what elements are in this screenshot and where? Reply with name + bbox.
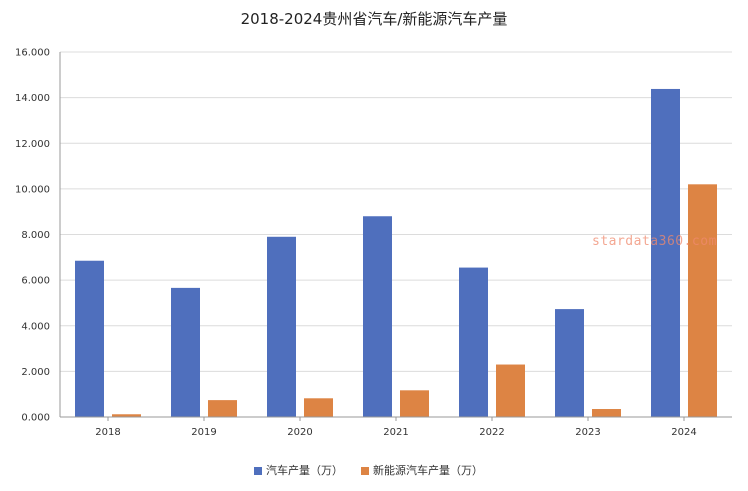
- bar: [75, 260, 104, 417]
- legend: 汽车产量（万） 新能源汽车产量（万）: [254, 463, 483, 477]
- chart-title: 2018-2024贵州省汽车/新能源汽车产量: [241, 10, 508, 28]
- x-tick-label: 2022: [479, 427, 504, 438]
- legend-swatch: [361, 467, 369, 475]
- x-tick-label: 2018: [95, 427, 120, 438]
- y-tick-label: 8.000: [21, 230, 50, 241]
- x-tick-label: 2024: [671, 427, 696, 438]
- bar: [400, 390, 429, 417]
- y-tick-label: 14.000: [15, 93, 50, 104]
- legend-swatch: [254, 467, 262, 475]
- y-tick-label: 0.000: [21, 413, 50, 424]
- y-tick-label: 12.000: [15, 139, 50, 150]
- x-tick-label: 2021: [383, 427, 408, 438]
- x-tick-label: 2019: [191, 427, 216, 438]
- legend-label: 新能源汽车产量（万）: [373, 463, 483, 477]
- bar: [112, 414, 141, 417]
- legend-label: 汽车产量（万）: [266, 463, 343, 477]
- bar: [208, 400, 237, 417]
- bar: [171, 287, 200, 417]
- watermark-text: stardata360.com: [592, 234, 717, 249]
- y-tick-label: 16.000: [15, 48, 50, 59]
- bar: [688, 184, 717, 417]
- x-tick-label: 2023: [575, 427, 600, 438]
- bar: [555, 309, 584, 417]
- bar: [592, 409, 621, 417]
- y-tick-label: 6.000: [21, 276, 50, 287]
- bar: [304, 398, 333, 417]
- bar: [459, 267, 488, 417]
- x-tick-label: 2020: [287, 427, 312, 438]
- y-tick-label: 2.000: [21, 367, 50, 378]
- bar: [651, 88, 680, 418]
- axis-layer: 0.000 2.000 4.000 6.000 8.000 10.000 12.000 14.…: [15, 48, 732, 438]
- bars-layer: [75, 88, 717, 418]
- y-tick-label: 4.000: [21, 321, 50, 332]
- bar: [267, 236, 296, 417]
- bar: [496, 364, 525, 417]
- y-tick-label: 10.000: [15, 184, 50, 195]
- bar: [363, 216, 392, 417]
